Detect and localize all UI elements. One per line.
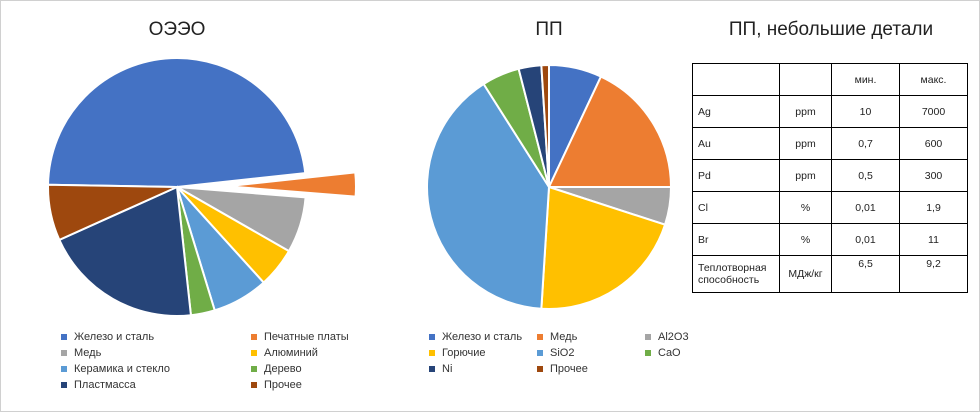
- legend-swatch: [537, 366, 543, 372]
- pie-slice-1-1: [547, 75, 673, 188]
- table-cell: 600: [899, 127, 968, 160]
- legend-label: SiO2: [550, 347, 575, 359]
- legend-item: CaO: [645, 347, 681, 359]
- table-cell: 9,2: [899, 255, 968, 293]
- legend-swatch: [61, 350, 67, 356]
- legend-swatch: [645, 334, 651, 340]
- legend-item: Прочее: [251, 379, 302, 391]
- legend-swatch: [251, 382, 257, 388]
- legend-label: Прочее: [550, 363, 588, 375]
- legend-item: Пластмасса: [61, 379, 136, 391]
- table-cell: ppm: [779, 127, 832, 160]
- legend-item: Горючие: [429, 347, 485, 359]
- table-row: Au ppm 0,7 600: [692, 127, 968, 160]
- legend-item: Дерево: [251, 363, 302, 375]
- legend-label: Железо и сталь: [74, 331, 155, 343]
- legend-item: Медь: [61, 347, 101, 359]
- table-row: Cl% 0,01 1,9: [692, 191, 968, 224]
- legend-swatch: [61, 334, 67, 340]
- chart-title-pp: ПП: [535, 19, 563, 40]
- table-cell: Au: [692, 127, 780, 160]
- legend-item: Керамика и стекло: [61, 363, 170, 375]
- table-row: Pd ppm 0,5 300: [692, 159, 968, 192]
- header-cell: мин.: [831, 63, 900, 96]
- pie-slice-0-1: [226, 171, 357, 198]
- header-cell: [779, 63, 832, 96]
- table-cell: 10: [831, 95, 900, 128]
- legend-label: Железо и сталь: [442, 331, 523, 343]
- table-cell: %: [779, 191, 832, 224]
- legend-label: CaO: [658, 347, 681, 359]
- legend-label: Печатные платы: [264, 331, 349, 343]
- legend-item: Железо и сталь: [61, 331, 154, 343]
- table-cell: 0,5: [831, 159, 900, 192]
- legend-item: SiO2: [537, 347, 574, 359]
- table-title: ПП, небольшие детали: [728, 19, 934, 40]
- pie-slice-0-6: [58, 185, 193, 317]
- legend-item: Железо и сталь: [429, 331, 522, 343]
- table-cell: 0,7: [831, 127, 900, 160]
- table-header-row: мин. макс.: [692, 63, 968, 96]
- table-cell: 11: [899, 223, 968, 256]
- legend-item: Ni: [429, 363, 452, 375]
- legend-label: Дерево: [264, 363, 302, 375]
- legend-swatch: [61, 366, 67, 372]
- table-row: Br% 0,01 11: [692, 223, 968, 256]
- table-row: Ag ppm 10 7000: [692, 95, 968, 128]
- header-cell: [692, 63, 780, 96]
- pie-slice-0-0: [47, 57, 307, 189]
- legend-item: Al2O3: [645, 331, 689, 343]
- table-cell: 0,01: [831, 223, 900, 256]
- details-table: мин. макс. Ag ppm 10 7000 Au ppm 0,7 600 Pd ppm 0,…: [692, 63, 968, 293]
- legend-swatch: [537, 350, 543, 356]
- table-row: Теплотворная способность МДж/кг 6,5 9,2: [692, 255, 968, 293]
- header-cell: макс.: [899, 63, 968, 96]
- table-cell: 0,01: [831, 191, 900, 224]
- table-cell: ppm: [779, 95, 832, 128]
- legend-label: Медь: [74, 347, 102, 359]
- legend-swatch: [251, 366, 257, 372]
- table-cell: ppm: [779, 159, 832, 192]
- table-cell: Cl: [692, 191, 780, 224]
- legend-swatch: [537, 334, 543, 340]
- legend-swatch: [429, 366, 435, 372]
- legend-label: Ni: [442, 363, 453, 375]
- legend-label: Алюминий: [264, 347, 318, 359]
- table-cell: 6,5: [831, 255, 900, 293]
- pie-slice-1-7: [540, 63, 550, 188]
- table-cell: Теплотворная способность: [692, 255, 780, 293]
- pie-slice-0-7: [47, 183, 178, 242]
- legend-item: Печатные платы: [251, 331, 349, 343]
- legend-label: Горючие: [442, 347, 486, 359]
- table-cell: %: [779, 223, 832, 256]
- legend-swatch: [251, 350, 257, 356]
- legend-label: Прочее: [264, 379, 302, 391]
- legend-item: Медь: [537, 331, 577, 343]
- legend-swatch: [645, 350, 651, 356]
- table-cell: МДж/кг: [779, 255, 832, 293]
- legend-item: Прочее: [537, 363, 588, 375]
- legend-label: Пластмасса: [74, 379, 136, 391]
- table-cell: Pd: [692, 159, 780, 192]
- table-cell: 7000: [899, 95, 968, 128]
- legend-label: Керамика и стекло: [74, 363, 171, 375]
- chart-title-oeeo: ОЭЭО: [148, 19, 206, 40]
- legend-swatch: [429, 334, 435, 340]
- legend-swatch: [61, 382, 67, 388]
- table-cell: Ag: [692, 95, 780, 128]
- legend-label: Медь: [550, 331, 578, 343]
- legend-swatch: [429, 350, 435, 356]
- legend-label: Al2O3: [658, 331, 689, 343]
- legend-item: Алюминий: [251, 347, 318, 359]
- table-cell: 300: [899, 159, 968, 192]
- table-cell: Br: [692, 223, 780, 256]
- legend-swatch: [251, 334, 257, 340]
- pie-slice-1-3: [540, 185, 667, 310]
- table-cell: 1,9: [899, 191, 968, 224]
